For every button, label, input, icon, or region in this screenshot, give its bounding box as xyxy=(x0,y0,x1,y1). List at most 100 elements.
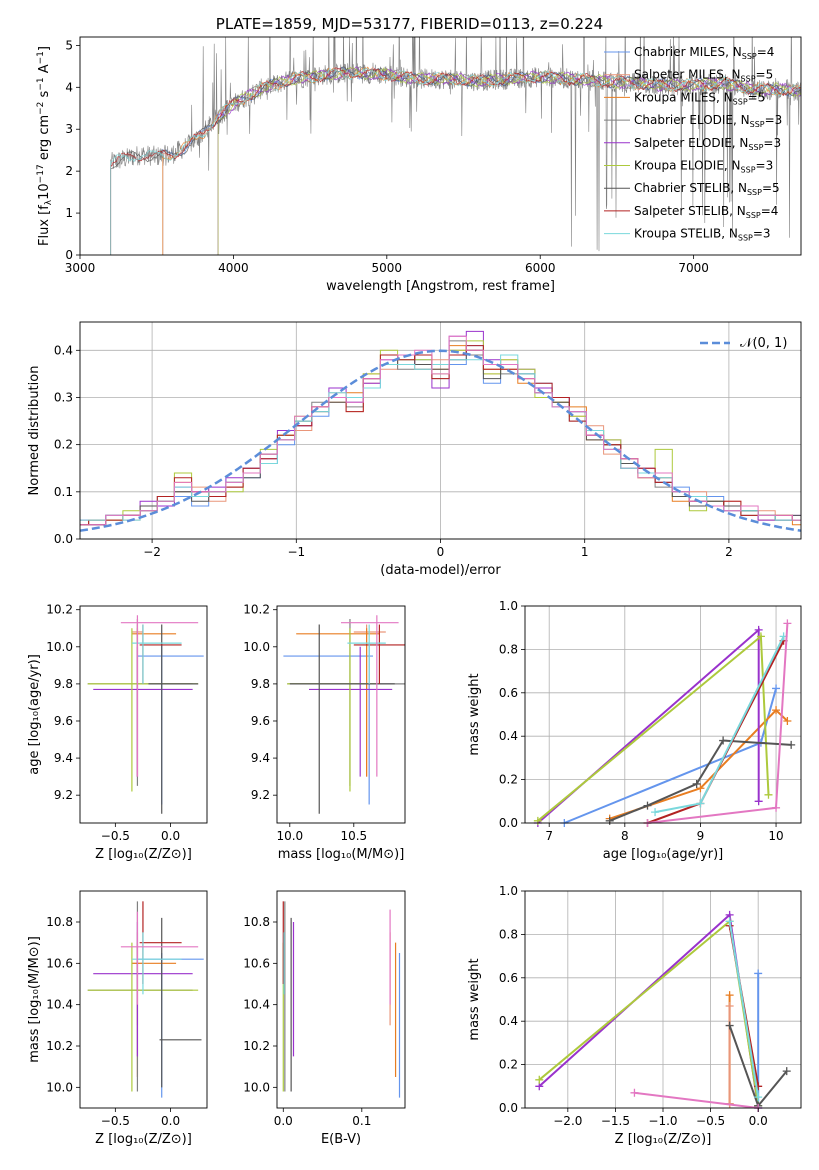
x-axis-label: Z [log₁₀(Z/Z⊙)] xyxy=(95,1132,192,1147)
errorbar-point xyxy=(139,901,182,984)
weight-marker xyxy=(533,816,542,825)
errorbar-point xyxy=(287,618,405,786)
errorbar-point xyxy=(87,901,193,1092)
x-tick-label: −1.5 xyxy=(601,1114,630,1128)
weight-marker xyxy=(696,784,705,793)
y-tick-label: 0.2 xyxy=(499,1058,518,1072)
legend-label: Chabrier ELODIE, NSSP=3 xyxy=(634,113,782,129)
axes-frame xyxy=(79,890,208,1109)
y-tick-label: 3 xyxy=(65,122,73,136)
weight-marker xyxy=(783,619,792,628)
x-tick-label: 5000 xyxy=(372,261,403,275)
weight-marker xyxy=(772,684,781,693)
x-tick-label: 3000 xyxy=(65,261,96,275)
legend-label: Chabrier MILES, NSSP=4 xyxy=(634,45,774,61)
x-tick-label: 9 xyxy=(697,829,705,843)
y-tick-label: 10.4 xyxy=(46,998,73,1012)
errorbar-point xyxy=(148,624,199,814)
legend-label: Chabrier STELIB, NSSP=5 xyxy=(634,181,780,197)
x-tick-label: 10.0 xyxy=(276,829,303,843)
y-tick-label: 10.6 xyxy=(243,956,270,970)
panel-age_vs_Z: −0.5 0.0 9.2 9.4 9.6 9.8 10.0 10.2 Z [log₁₀(Z/Z⊙… xyxy=(27,603,208,862)
y-axis-label: mass [log₁₀(M/M⊙)] xyxy=(27,936,42,1063)
x-tick-label: −0.5 xyxy=(696,1114,725,1128)
y-tick-label: 0.0 xyxy=(54,532,73,546)
weight-marker xyxy=(692,779,701,788)
weight-marker xyxy=(696,799,705,808)
y-tick-label: 10.2 xyxy=(46,603,73,617)
spectrum-model-line xyxy=(217,66,801,255)
legend-label: Kroupa MILES, NSSP=5 xyxy=(634,90,765,106)
weight-marker xyxy=(772,803,781,812)
y-tick-label: 9.4 xyxy=(251,751,270,765)
x-tick-label: 10 xyxy=(768,829,783,843)
y-tick-label: 1.0 xyxy=(499,599,518,613)
y-tick-label: 0.4 xyxy=(54,343,73,357)
y-tick-label: 0.1 xyxy=(54,485,73,499)
y-tick-label: 9.4 xyxy=(54,751,73,765)
errorbar-point xyxy=(347,624,386,684)
errorbar-point xyxy=(353,624,386,777)
x-axis-label: (data-model)/error xyxy=(380,563,501,578)
y-tick-label: 10.2 xyxy=(243,1039,270,1053)
y-tick-label: 0.2 xyxy=(499,773,518,787)
weight-marker xyxy=(783,717,792,726)
x-tick-label: 0.0 xyxy=(161,829,180,843)
x-axis-label: mass [log₁₀(M/M⊙)] xyxy=(278,847,405,862)
axes-frame xyxy=(79,605,208,824)
weight-series xyxy=(538,919,760,1106)
errorbar-point xyxy=(341,615,399,777)
weight-marker xyxy=(630,1088,639,1097)
y-tick-label: 0.3 xyxy=(54,390,73,404)
panel-spectrum: 3000 4000 5000 6000 7000 0 1 2 3 4 5 wavelength [An… xyxy=(36,36,802,294)
x-tick-label: −0.5 xyxy=(101,1114,130,1128)
x-axis-label: wavelength [Angstrom, rest frame] xyxy=(326,279,555,294)
weight-series xyxy=(538,912,760,1109)
y-axis-label: Normed distribution xyxy=(27,366,42,496)
errorbar-point xyxy=(131,628,177,777)
x-tick-label: 0.1 xyxy=(352,1114,371,1128)
y-tick-label: 10.2 xyxy=(243,603,270,617)
spectrum-model-line xyxy=(110,67,801,255)
weight-marker xyxy=(754,625,763,634)
y-tick-label: 0.8 xyxy=(499,642,518,656)
y-tick-label: 10.4 xyxy=(243,998,270,1012)
y-tick-label: 9.6 xyxy=(251,714,270,728)
legend-label: Kroupa STELIB, NSSP=3 xyxy=(634,227,771,243)
y-tick-label: 0.6 xyxy=(499,686,518,700)
x-tick-label: 1 xyxy=(581,545,589,559)
normal-curve xyxy=(79,349,802,532)
y-tick-label: 9.2 xyxy=(54,788,73,802)
weight-series xyxy=(728,921,760,1098)
y-tick-label: 4 xyxy=(65,80,73,94)
x-tick-label: 8 xyxy=(621,829,629,843)
errorbar-point xyxy=(131,942,177,1077)
weight-marker xyxy=(605,816,614,825)
legend-label: Kroupa ELODIE, NSSP=3 xyxy=(634,159,773,175)
y-tick-label: 2 xyxy=(65,164,73,178)
panel-massweight_vs_Z: −2.0 −1.5 −1.0 −0.5 0.0 0.0 0.2 0.4 0.6 0.8 1.0 Z [… xyxy=(467,884,802,1147)
weight-marker xyxy=(725,1002,734,1011)
y-tick-label: 0.0 xyxy=(499,816,518,830)
axes-frame xyxy=(276,605,406,824)
weight-series xyxy=(537,634,770,822)
weight-marker xyxy=(719,736,728,745)
weight-marker xyxy=(754,969,763,978)
x-axis-label: Z [log₁₀(Z/Z⊙)] xyxy=(95,847,192,862)
axes-frame xyxy=(276,890,406,1109)
y-axis-label: mass weight xyxy=(467,958,482,1040)
x-tick-label: 7000 xyxy=(678,261,709,275)
weight-marker xyxy=(643,801,652,810)
panel-residuals: −2 −1 0 1 2 0.0 0.1 0.2 0.3 0.4 (data-model)/error… xyxy=(27,321,802,578)
weight-series xyxy=(563,688,777,824)
legend-label: Salpeter STELIB, NSSP=4 xyxy=(634,204,778,220)
legend-label: Salpeter ELODIE, NSSP=3 xyxy=(634,136,781,152)
legend: 𝒩(0, 1) xyxy=(700,336,787,351)
weight-marker xyxy=(725,1021,734,1030)
weight-marker xyxy=(772,706,781,715)
y-tick-label: 10.8 xyxy=(243,915,270,929)
y-axis-label: Flux [fλ10−17 erg cm−2 s−1 A−1] xyxy=(36,46,54,246)
errorbar-point xyxy=(159,917,202,1088)
errorbar-point xyxy=(353,624,405,684)
weight-marker xyxy=(535,1075,544,1084)
